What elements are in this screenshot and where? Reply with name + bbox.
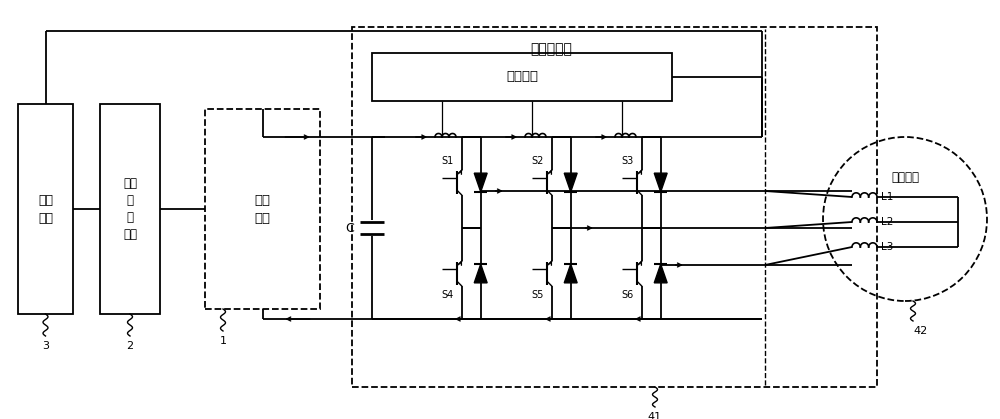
Text: 42: 42	[914, 326, 928, 336]
Text: 1: 1	[220, 336, 226, 346]
Bar	[372, 53, 672, 101]
Text: 2: 2	[126, 341, 134, 351]
Text: C: C	[346, 222, 354, 235]
Bar	[18, 104, 73, 314]
Text: 控制模块: 控制模块	[506, 70, 538, 83]
Text: S2: S2	[531, 156, 544, 166]
Text: 41: 41	[648, 412, 662, 419]
Text: S4: S4	[441, 290, 454, 300]
Text: S1: S1	[441, 156, 454, 166]
Bar	[352, 27, 877, 387]
Text: 动力
电池: 动力 电池	[254, 194, 270, 225]
Text: 电池
管
理
系统: 电池 管 理 系统	[123, 177, 137, 241]
Text: 控制
系统: 控制 系统	[38, 194, 53, 225]
Text: L2: L2	[881, 217, 893, 227]
Text: S6: S6	[621, 290, 634, 300]
Text: L3: L3	[881, 242, 893, 252]
Bar	[205, 109, 320, 309]
Polygon shape	[474, 264, 487, 283]
Polygon shape	[564, 173, 577, 192]
Polygon shape	[654, 173, 667, 192]
Text: S3: S3	[621, 156, 634, 166]
Polygon shape	[654, 264, 667, 283]
Text: 3: 3	[42, 341, 49, 351]
Polygon shape	[564, 264, 577, 283]
Text: 电机控制器: 电机控制器	[531, 42, 572, 56]
Text: S5: S5	[531, 290, 544, 300]
Text: 三相电机: 三相电机	[891, 171, 919, 184]
Bar	[100, 104, 160, 314]
Polygon shape	[474, 173, 487, 192]
Text: L1: L1	[881, 192, 893, 202]
